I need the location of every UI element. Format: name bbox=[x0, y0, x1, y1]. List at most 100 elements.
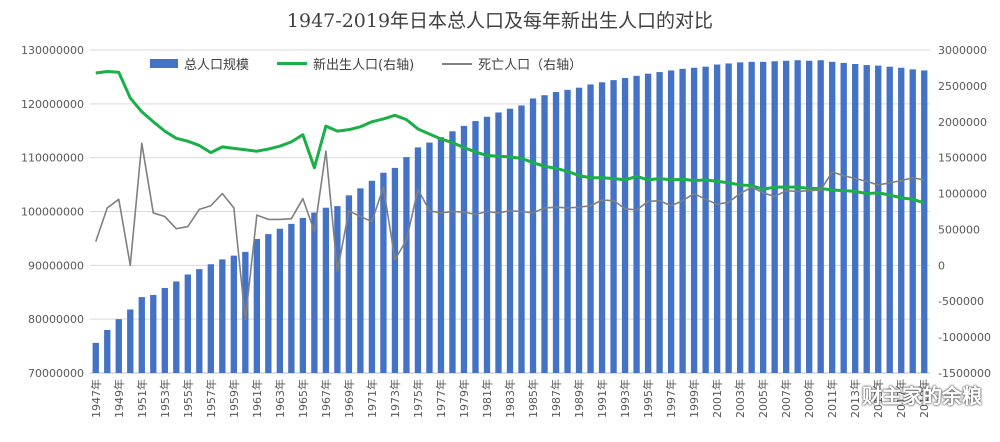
bar-1974年 bbox=[403, 157, 410, 373]
x-tick-label: 1999年 bbox=[687, 379, 701, 418]
x-tick-label: 1961年 bbox=[250, 379, 264, 418]
bar-1993年 bbox=[621, 77, 629, 373]
bar-1976年 bbox=[426, 142, 433, 373]
bar-2009年 bbox=[806, 60, 813, 374]
y-left-tick-label: 90000000 bbox=[28, 259, 84, 272]
legend-label-population: 总人口规模 bbox=[184, 58, 250, 73]
bar-1956年 bbox=[196, 269, 203, 373]
bar-1964年 bbox=[288, 223, 295, 373]
bar-2006年 bbox=[771, 61, 778, 374]
x-tick-label: 2009年 bbox=[802, 379, 816, 418]
x-tick-label: 1983年 bbox=[503, 379, 517, 418]
series-line-births bbox=[95, 70, 925, 205]
x-tick-label: 1985年 bbox=[526, 379, 540, 418]
x-tick-label: 1957年 bbox=[204, 379, 218, 418]
bar-1963年 bbox=[276, 228, 284, 373]
bar-1985年 bbox=[529, 98, 537, 373]
x-tick-label: 1991年 bbox=[595, 379, 609, 418]
bar-1951年 bbox=[138, 297, 145, 373]
x-tick-label: 2013年 bbox=[848, 379, 862, 418]
series-line-deaths bbox=[94, 142, 925, 321]
legend-swatch-population bbox=[150, 59, 178, 68]
bar-2018年 bbox=[909, 69, 916, 373]
bar-1989年 bbox=[575, 87, 583, 373]
y-right-tick-label: 3000000 bbox=[938, 44, 987, 57]
y-right-tick-label: -500000 bbox=[938, 295, 984, 308]
legend-label-births: 新出生人口(右轴) bbox=[313, 58, 415, 73]
x-tick-label: 1947年 bbox=[89, 379, 103, 418]
y-right-tick-label: 0 bbox=[938, 259, 945, 272]
bar-1987年 bbox=[552, 91, 560, 374]
bar-1967年 bbox=[322, 207, 330, 373]
y-right-tick-label: 1500000 bbox=[938, 152, 987, 165]
legend-item-population: 总人口规模 bbox=[150, 54, 249, 73]
bar-1955年 bbox=[184, 274, 191, 373]
x-tick-label: 2019年 bbox=[917, 379, 931, 418]
bar-2000年 bbox=[702, 66, 709, 374]
x-tick-label: 1969年 bbox=[342, 379, 356, 418]
bar-2003年 bbox=[736, 62, 744, 374]
y-right-tick-label: -1000000 bbox=[938, 331, 991, 344]
bar-1979年 bbox=[460, 125, 468, 373]
y-right-tick-label: 1000000 bbox=[938, 188, 987, 201]
x-tick-label: 1989年 bbox=[572, 379, 586, 418]
bar-2005年 bbox=[759, 61, 767, 374]
bar-1954年 bbox=[173, 281, 180, 373]
x-tick-label: 1995年 bbox=[641, 379, 655, 418]
x-tick-label: 1965年 bbox=[296, 379, 310, 418]
bar-1996年 bbox=[656, 72, 663, 374]
bar-1952年 bbox=[150, 294, 157, 373]
bar-1969年 bbox=[345, 195, 353, 373]
y-left-tick-label: 130000000 bbox=[21, 44, 84, 57]
x-tick-label: 2015年 bbox=[871, 379, 885, 418]
x-tick-label: 1951年 bbox=[135, 379, 149, 418]
x-tick-label: 1975年 bbox=[411, 379, 425, 418]
bar-2007年 bbox=[783, 60, 790, 374]
bar-1999年 bbox=[690, 67, 698, 373]
bar-1965年 bbox=[299, 217, 307, 373]
legend-label-deaths: 死亡人口（右轴） bbox=[478, 58, 583, 73]
bar-2004年 bbox=[748, 61, 755, 374]
bar-1953年 bbox=[161, 287, 168, 373]
legend-item-births: 新出生人口(右轴) bbox=[277, 54, 414, 73]
bar-2008年 bbox=[794, 60, 801, 373]
x-tick-label: 1967年 bbox=[319, 379, 333, 418]
bar-1981年 bbox=[483, 116, 491, 374]
watermark: 财主家的余粮 bbox=[862, 384, 982, 408]
y-right-tick-label: 2500000 bbox=[938, 80, 987, 93]
bar-1992年 bbox=[610, 80, 617, 373]
bar-2001年 bbox=[713, 64, 721, 373]
x-tick-label: 1959年 bbox=[227, 379, 241, 418]
legend-swatch-births bbox=[277, 62, 308, 65]
bar-2015年 bbox=[875, 65, 882, 373]
x-tick-label: 1987年 bbox=[549, 379, 563, 418]
bar-1966年 bbox=[311, 212, 318, 373]
bar-1997年 bbox=[667, 70, 675, 373]
x-tick-label: 1971年 bbox=[365, 379, 379, 418]
bar-1947年 bbox=[92, 342, 99, 373]
bar-2016年 bbox=[886, 66, 893, 374]
bar-1982年 bbox=[495, 112, 502, 374]
bar-1970年 bbox=[357, 188, 364, 373]
bar-1977年 bbox=[437, 137, 445, 373]
bar-2002年 bbox=[725, 63, 732, 373]
x-tick-label: 1981年 bbox=[480, 379, 494, 418]
bar-1991年 bbox=[598, 82, 606, 374]
x-tick-label: 1955年 bbox=[181, 379, 195, 418]
y-left-tick-label: 120000000 bbox=[21, 98, 84, 111]
bar-2011年 bbox=[829, 61, 836, 374]
y-right-tick-label: -1500000 bbox=[938, 367, 991, 380]
x-tick-label: 1953年 bbox=[158, 379, 172, 418]
bar-1959年 bbox=[230, 255, 237, 373]
legend-swatch-deaths bbox=[442, 62, 473, 65]
x-tick-label: 1963年 bbox=[273, 379, 287, 418]
bar-1950年 bbox=[127, 309, 134, 373]
chart-title: 1947-2019年日本总人口及每年新出生人口的对比 bbox=[286, 10, 714, 32]
y-right-tick-label: 2000000 bbox=[938, 116, 987, 129]
bar-1988年 bbox=[564, 89, 571, 373]
x-tick-label: 2017年 bbox=[894, 379, 908, 418]
bar-1958年 bbox=[219, 259, 226, 373]
bar-1983年 bbox=[506, 108, 514, 373]
